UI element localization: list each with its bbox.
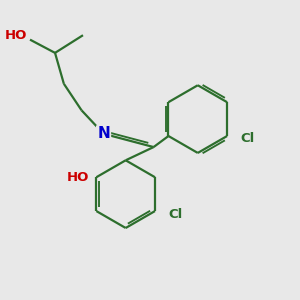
Text: N: N: [97, 126, 110, 141]
Text: Cl: Cl: [240, 133, 255, 146]
Text: HO: HO: [5, 29, 27, 42]
Text: HO: HO: [67, 171, 89, 184]
Text: Cl: Cl: [168, 208, 182, 220]
